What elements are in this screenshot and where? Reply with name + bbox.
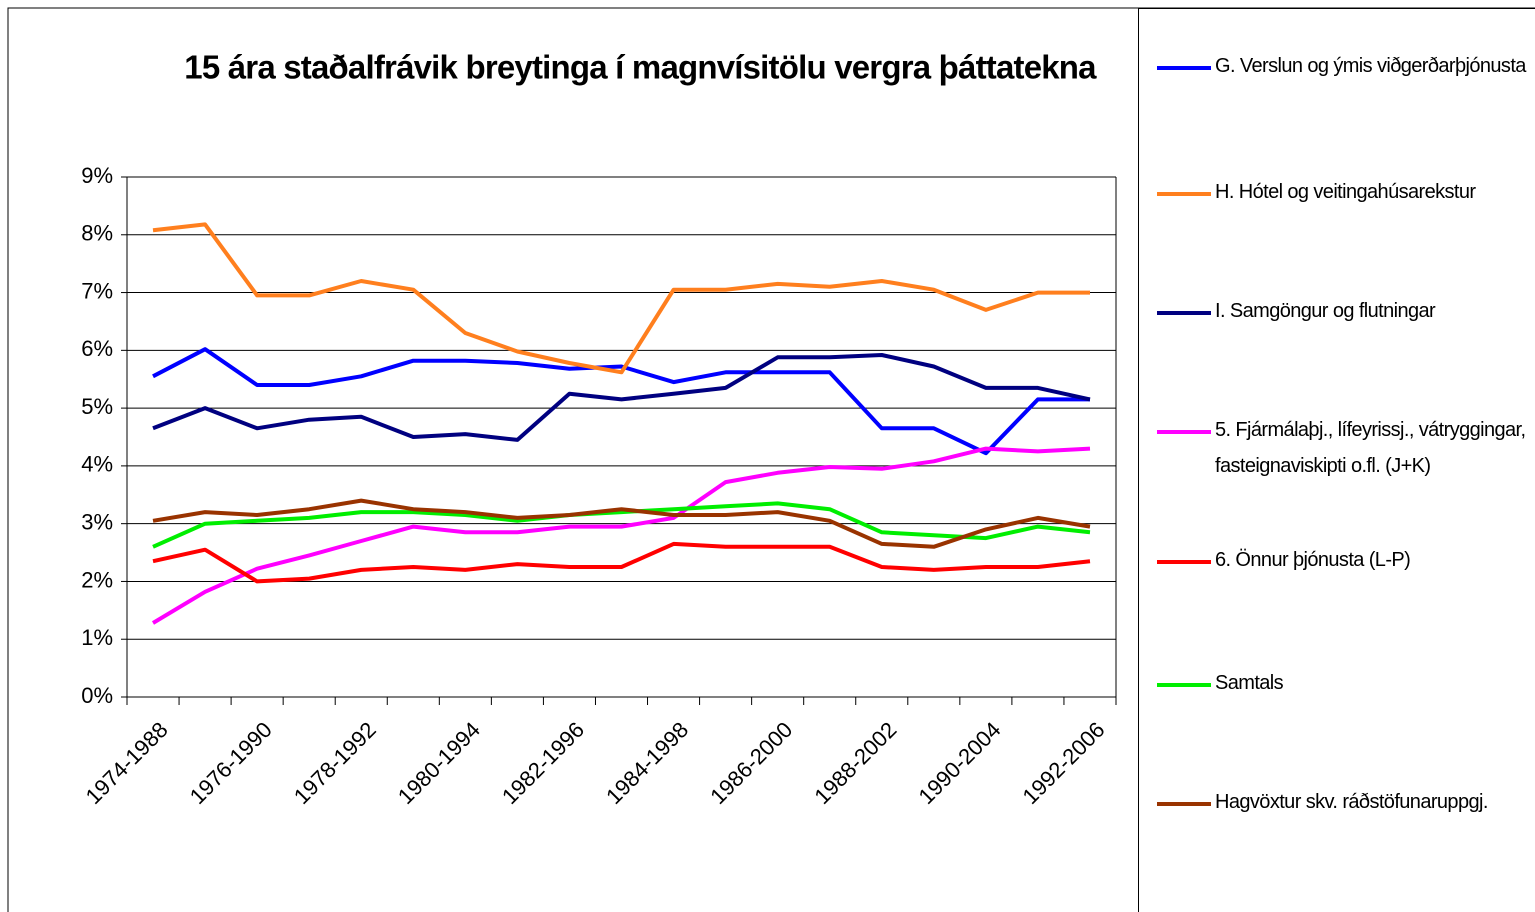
legend-entry: 5. Fjármálaþj., lífeyrissj., vátrygginga… — [1139, 419, 1535, 484]
series-line — [152, 347, 1090, 456]
x-tick-label: 1984-1998 — [601, 717, 693, 809]
legend-entry: I. Samgöngur og flutningar — [1139, 300, 1535, 329]
y-tick-label: 1% — [81, 625, 113, 650]
series-line — [152, 353, 1091, 442]
y-tick-label: 6% — [81, 336, 113, 361]
legend-entry: G. Verslun og ýmis viðgerðarþjónusta — [1139, 55, 1535, 84]
legend-label: I. Samgöngur og flutningar — [1215, 300, 1436, 322]
x-tick-label: 1974-1988 — [81, 717, 173, 809]
y-tick-label: 0% — [81, 683, 113, 708]
legend-swatch — [1157, 311, 1211, 315]
y-tick-label: 5% — [81, 394, 113, 419]
legend-entry: Samtals — [1139, 672, 1535, 701]
chart-frame — [7, 7, 1535, 912]
x-tick-label: 1990-2004 — [913, 717, 1005, 809]
legend-entry: H. Hótel og veitingahúsarekstur — [1139, 181, 1535, 210]
x-tick-label: 1982-1996 — [497, 717, 589, 809]
y-tick-label: 4% — [81, 452, 113, 477]
legend-label: 5. Fjármálaþj., lífeyrissj., vátrygginga… — [1215, 419, 1526, 477]
legend-label: Hagvöxtur skv. ráðstöfunaruppgj. — [1215, 791, 1488, 813]
y-tick-label: 9% — [81, 163, 113, 188]
y-tick-label: 2% — [81, 567, 113, 592]
legend-entry: Hagvöxtur skv. ráðstöfunaruppgj. — [1139, 791, 1535, 820]
legend-swatch — [1157, 192, 1211, 196]
y-tick-label: 7% — [81, 278, 113, 303]
series-line — [152, 501, 1091, 549]
legend-swatch — [1157, 802, 1211, 806]
y-tick-label: 3% — [81, 509, 113, 534]
legend: G. Verslun og ýmis viðgerðarþjónusta H. H… — [1138, 8, 1535, 912]
legend-label: G. Verslun og ýmis viðgerðarþjónusta — [1215, 55, 1526, 77]
legend-label: H. Hótel og veitingahúsarekstur — [1215, 181, 1476, 203]
y-tick-label: 8% — [81, 221, 113, 246]
series-line — [152, 541, 1091, 584]
legend-swatch — [1157, 430, 1211, 434]
chart-title: 15 ára staðalfrávik breytinga í magnvísi… — [184, 49, 1097, 86]
x-tick-label: 1988-2002 — [809, 717, 901, 809]
legend-swatch — [1157, 683, 1211, 687]
legend-swatch — [1157, 66, 1211, 70]
series-line — [151, 446, 1091, 625]
legend-entry: 6. Önnur þjónusta (L-P) — [1139, 549, 1535, 578]
legend-label: 6. Önnur þjónusta (L-P) — [1215, 549, 1411, 571]
series-line — [152, 222, 1090, 375]
x-tick-label: 1978-1992 — [289, 717, 381, 809]
legend-label: Samtals — [1215, 672, 1284, 694]
x-tick-label: 1980-1994 — [393, 717, 485, 809]
x-tick-label: 1976-1990 — [185, 717, 277, 809]
series-line — [152, 498, 1091, 549]
legend-swatch — [1157, 560, 1211, 564]
x-tick-label: 1992-2006 — [1018, 717, 1110, 809]
x-tick-label: 1986-2000 — [705, 717, 797, 809]
